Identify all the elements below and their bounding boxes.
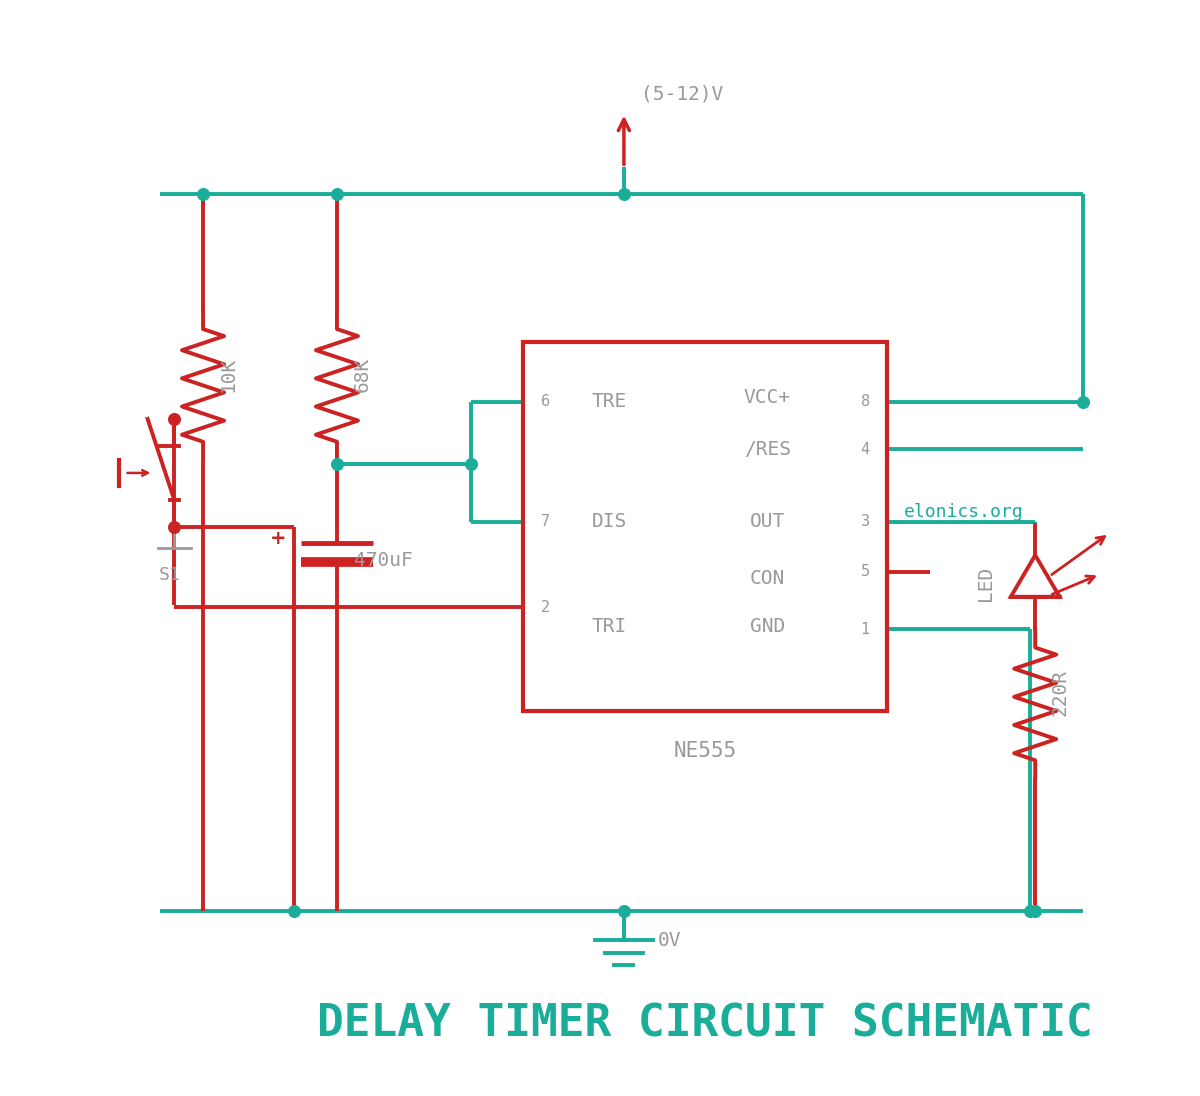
Text: VCC+: VCC+ [744, 388, 791, 408]
Text: /RES: /RES [744, 439, 791, 459]
Text: DIS: DIS [592, 512, 628, 532]
Text: DELAY TIMER CIRCUIT SCHEMATIC: DELAY TIMER CIRCUIT SCHEMATIC [317, 1003, 1093, 1046]
Point [164, 518, 184, 536]
Text: (5-12)V: (5-12)V [641, 84, 724, 103]
Point [1021, 903, 1040, 921]
Point [614, 185, 634, 203]
Text: 0V: 0V [658, 931, 680, 949]
Point [164, 410, 184, 427]
Text: CON: CON [750, 569, 785, 589]
Text: OUT: OUT [750, 512, 785, 532]
Bar [523, 342, 887, 710]
Text: LED: LED [976, 567, 995, 602]
Point [328, 455, 347, 472]
Text: 8: 8 [860, 395, 870, 409]
Point [1026, 903, 1045, 921]
Point [328, 185, 347, 203]
Point [461, 455, 480, 472]
Text: 4: 4 [860, 442, 870, 457]
Text: 3: 3 [860, 514, 870, 529]
Point [614, 903, 634, 921]
Text: NE555: NE555 [673, 741, 737, 761]
Text: 6: 6 [541, 395, 550, 409]
Text: 7: 7 [541, 514, 550, 529]
Text: GND: GND [750, 617, 785, 636]
Text: 10K: 10K [218, 356, 238, 391]
Text: 220R: 220R [1050, 669, 1069, 716]
Text: +: + [270, 529, 287, 548]
Text: elonics.org: elonics.org [904, 503, 1024, 521]
Text: 5: 5 [860, 564, 870, 580]
Text: 68K: 68K [353, 356, 371, 391]
Text: TRI: TRI [592, 617, 628, 636]
Text: 2: 2 [541, 600, 550, 615]
Point [193, 185, 212, 203]
Text: TRE: TRE [592, 392, 628, 411]
Text: S1: S1 [158, 566, 180, 584]
Text: 470uF: 470uF [354, 551, 413, 570]
Text: 1: 1 [860, 621, 870, 637]
Point [284, 903, 304, 921]
Point [1074, 392, 1093, 410]
